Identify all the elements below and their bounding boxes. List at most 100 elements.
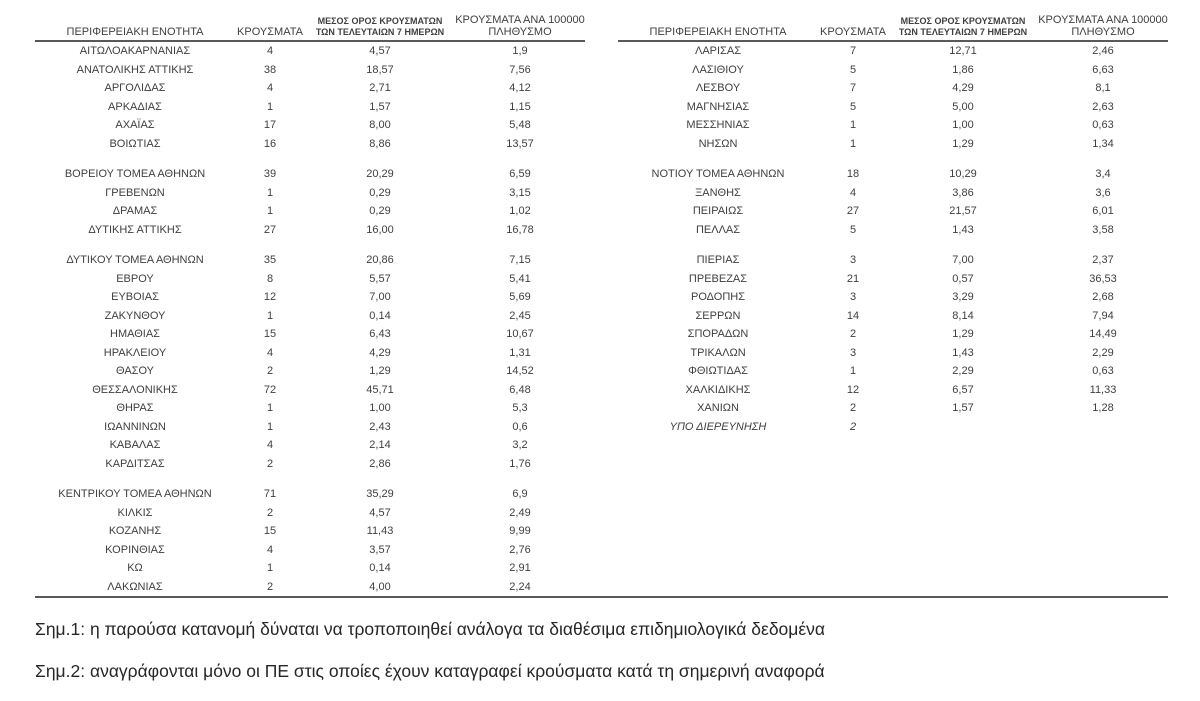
cell: 5,69 — [509, 291, 531, 303]
cell: 1,15 — [509, 100, 531, 113]
cell: ΙΩΑΝΝΙΝΩΝ — [104, 420, 166, 433]
cell: 1,29 — [952, 328, 974, 340]
cell: ΔΡΑΜΑΣ — [112, 205, 158, 217]
cell: 2,14 — [369, 439, 391, 451]
cell: 3,4 — [1095, 168, 1111, 180]
cell: 1 — [266, 186, 274, 199]
cell: 2,63 — [1092, 100, 1114, 113]
cell: 3 — [849, 254, 857, 266]
cell: 2 — [266, 457, 274, 470]
cell: 4,29 — [952, 82, 974, 94]
cell: 1,76 — [509, 457, 531, 470]
table-row: ΘΕΣΣΑΛΟΝΙΚΗΣ 72 45,71 6,48 — [35, 381, 585, 400]
cell: 1,86 — [952, 63, 974, 76]
cell: ΥΠΟ ΔΙΕΡΕΥΝΗΣΗ — [669, 420, 767, 433]
cell: 6,9 — [512, 488, 528, 500]
cell: ΑΡΓΟΛΙΔΑΣ — [104, 82, 166, 94]
cell: 0,29 — [369, 186, 391, 199]
table-row: ΒΟΡΕΙΟΥ ΤΟΜΕΑ ΑΘΗΝΩΝ 39 20,29 6,59 — [35, 165, 585, 184]
cell: 1,43 — [952, 223, 974, 236]
cell: 1,43 — [952, 346, 974, 359]
cell: 12,71 — [949, 45, 977, 57]
cell: ΣΠΟΡΑΔΩΝ — [687, 328, 749, 340]
table-row: ΚΟΡΙΝΘΙΑΣ 4 3,57 2,76 — [35, 541, 585, 560]
group-spacer — [35, 473, 585, 485]
cell: 3,58 — [1092, 223, 1114, 236]
cell: 14,49 — [1089, 328, 1117, 340]
cell: 8,00 — [369, 119, 391, 131]
table-row: ΘΗΡΑΣ 1 1,00 5,3 — [35, 399, 585, 418]
cell: ΣΕΡΡΩΝ — [695, 309, 741, 322]
cell: 5 — [849, 223, 857, 236]
cell: 16,00 — [366, 223, 394, 236]
table-row: ΧΑΝΙΩΝ 2 1,57 1,28 — [618, 399, 1168, 418]
column-header-cases: ΚΡΟΥΣΜΑΤΑ — [237, 26, 303, 38]
cell: 2,24 — [509, 580, 531, 593]
cell: 1,29 — [369, 365, 391, 377]
table-row: ΡΟΔΟΠΗΣ 3 3,29 2,68 — [618, 288, 1168, 307]
table-body: ΛΑΡΙΣΑΣ 7 12,71 2,46 ΛΑΣΙΘΙΟΥ 5 1,86 6,63 ΛΕΣΒΟΥ… — [618, 42, 1168, 436]
cell: 35,29 — [366, 488, 394, 500]
cell: 7,00 — [369, 291, 391, 303]
cell: 6,59 — [509, 168, 531, 180]
cell: 7 — [849, 45, 857, 57]
cell: ΖΑΚΥΝΘΟΥ — [104, 309, 166, 322]
cell: 4,57 — [369, 506, 391, 519]
cell: 0,14 — [369, 562, 391, 574]
cell: ΒΟΡΕΙΟΥ ΤΟΜΕΑ ΑΘΗΝΩΝ — [64, 168, 206, 180]
cell: 21 — [846, 272, 860, 285]
cell: ΚΟΡΙΝΘΙΑΣ — [105, 543, 165, 556]
cell: 2,43 — [369, 420, 391, 433]
cell: 17 — [263, 119, 277, 131]
cell: 16,78 — [506, 223, 534, 236]
table-row: ΔΥΤΙΚΟΥ ΤΟΜΕΑ ΑΘΗΝΩΝ 35 20,86 7,15 — [35, 251, 585, 270]
table-row: ΞΑΝΘΗΣ 4 3,86 3,6 — [618, 184, 1168, 203]
cell: ΗΜΑΘΙΑΣ — [110, 328, 160, 340]
cell: 6,57 — [952, 383, 974, 396]
cell: 4,12 — [509, 82, 531, 94]
cell: ΗΡΑΚΛΕΙΟΥ — [103, 346, 167, 359]
cell: ΧΑΝΙΩΝ — [697, 402, 739, 414]
cell: 4 — [266, 82, 274, 94]
cell: ΜΕΣΣΗΝΙΑΣ — [686, 119, 750, 131]
cell: 10,29 — [949, 168, 977, 180]
table-header-row: ΠΕΡΙΦΕΡΕΙΑΚΗ ΕΝΟΤΗΤΑ ΚΡΟΥΣΜΑΤΑ ΜΕΣΟΣ ΟΡΟ… — [618, 8, 1168, 42]
cell: ΛΑΣΙΘΙΟΥ — [692, 63, 744, 76]
cell: 71 — [263, 488, 277, 500]
table-row: ΠΡΕΒΕΖΑΣ 21 0,57 36,53 — [618, 270, 1168, 289]
cell: 21,57 — [949, 205, 977, 217]
cell: 2 — [849, 328, 857, 340]
table-row: ΥΠΟ ΔΙΕΡΕΥΝΗΣΗ 2 — [618, 418, 1168, 437]
cell: 4 — [266, 346, 274, 359]
table-row: ΠΕΛΛΑΣ 5 1,43 3,58 — [618, 221, 1168, 240]
cell: ΝΗΣΩΝ — [698, 137, 738, 150]
cell: ΚΟΖΑΝΗΣ — [108, 525, 162, 537]
cell: 4,29 — [369, 346, 391, 359]
cell: ΚΩ — [127, 562, 143, 574]
table-row: ΦΘΙΩΤΙΔΑΣ 1 2,29 0,63 — [618, 362, 1168, 381]
cell: 1,9 — [512, 45, 528, 57]
table-row: ΠΕΙΡΑΙΩΣ 27 21,57 6,01 — [618, 202, 1168, 221]
table-row: ΚΩ 1 0,14 2,91 — [35, 559, 585, 578]
footnote-2: Σημ.2: αναγράφονται μόνο οι ΠΕ στις οποί… — [35, 661, 825, 681]
cell: ΛΑΡΙΣΑΣ — [694, 45, 741, 57]
table-row: ΔΡΑΜΑΣ 1 0,29 1,02 — [35, 202, 585, 221]
cell: 0,29 — [369, 205, 391, 217]
cell: 4 — [266, 543, 274, 556]
cell: 1,00 — [369, 402, 391, 414]
cell: 5 — [849, 100, 857, 113]
cell: 2 — [849, 402, 857, 414]
cell: 0,57 — [952, 272, 974, 285]
cell: ΛΕΣΒΟΥ — [695, 82, 741, 94]
cell: ΤΡΙΚΑΛΩΝ — [690, 346, 746, 359]
group-spacer — [618, 239, 1168, 251]
cell: 3,29 — [952, 291, 974, 303]
cell: 2,71 — [369, 82, 391, 94]
cell: 1,28 — [1092, 402, 1114, 414]
table-row: ΛΑΣΙΘΙΟΥ 5 1,86 6,63 — [618, 61, 1168, 80]
table-row: ΜΑΓΝΗΣΙΑΣ 5 5,00 2,63 — [618, 98, 1168, 117]
table-row: ΛΑΡΙΣΑΣ 7 12,71 2,46 — [618, 42, 1168, 61]
column-header-cases-per-100000: ΚΡΟΥΣΜΑΤΑ ΑΝΑ 100000 ΠΛΗΘΥΣΜΟ — [455, 14, 585, 38]
cell: ΑΙΤΩΛΟΑΚΑΡΝΑΝΙΑΣ — [79, 45, 191, 57]
